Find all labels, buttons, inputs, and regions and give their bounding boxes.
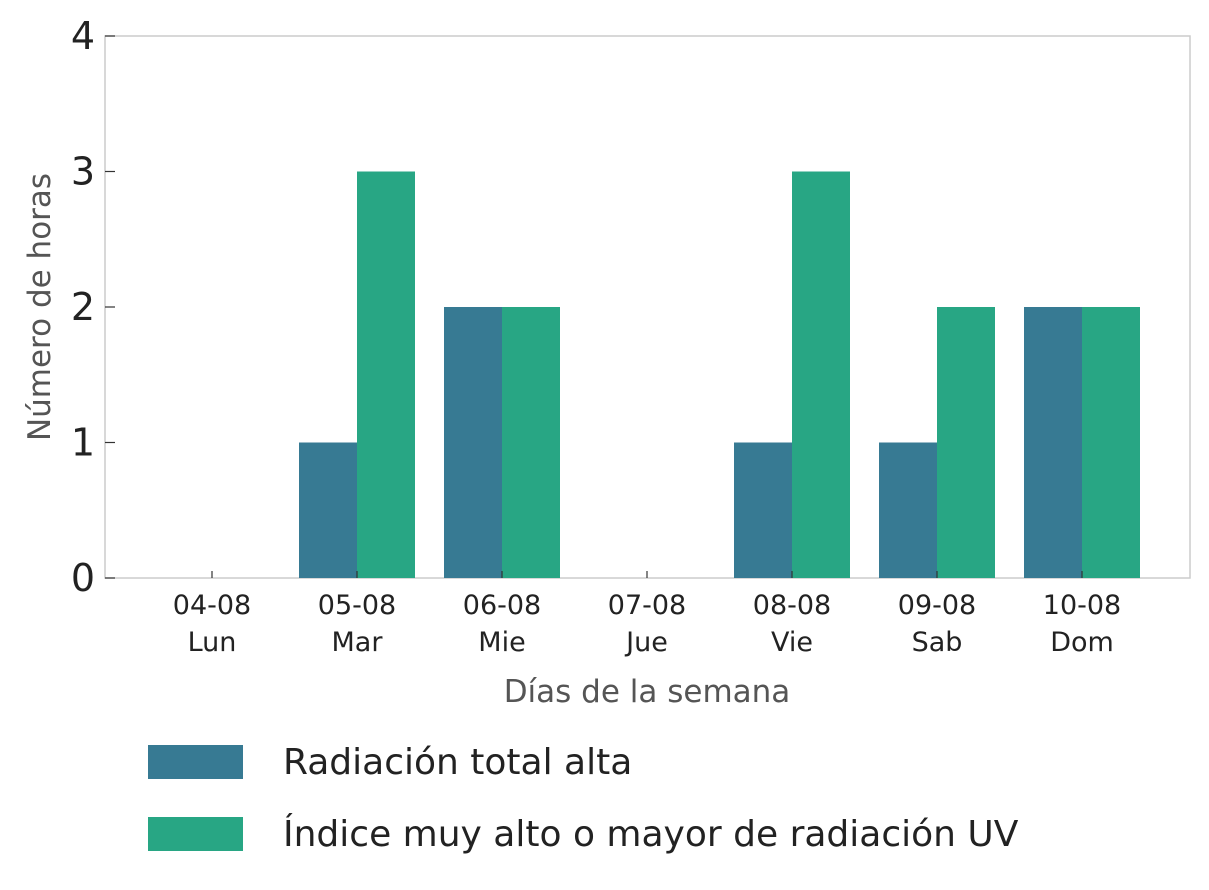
x-tick-label-date: 08-08 [753,590,831,621]
x-tick-label-day: Vie [771,627,813,658]
x-tick-label-day: Mar [332,627,384,658]
bar-indice-uv-08-08 [792,171,850,578]
bar-indice-uv-09-08 [937,307,995,578]
x-axis: 04-08 Lun 05-08 Mar 06-08 Mie 07-08 Jue 08-08 Vie… [173,571,1121,658]
x-tick-label-day: Dom [1050,627,1114,658]
legend-item-radiacion-total: Radiación total alta [148,726,1018,798]
x-tick-label-date: 06-08 [463,590,541,621]
legend-label-indice-uv: Índice muy alto o mayor de radiación UV [283,813,1019,855]
legend-swatch-radiacion-total [148,745,243,779]
y-axis: 0 1 2 3 4 [71,14,115,600]
y-tick-label: 3 [71,150,95,194]
legend-item-indice-uv: Índice muy alto o mayor de radiación UV [148,798,1018,870]
y-axis-label: Número de horas [22,173,58,441]
x-tick-label-date: 09-08 [898,590,976,621]
y-tick-label: 2 [71,285,95,329]
bar-indice-uv-05-08 [357,171,415,578]
legend-swatch-indice-uv [148,817,243,851]
bar-indice-uv-06-08 [502,307,560,578]
legend: Radiación total alta Índice muy alto o m… [148,726,1018,870]
x-tick-label-day: Lun [188,627,237,658]
x-tick-label-day: Sab [912,627,963,658]
bar-radiacion-total-08-08 [734,442,792,578]
x-tick-label-day: Jue [624,627,668,658]
x-tick-label-date: 07-08 [608,590,686,621]
y-tick-label: 1 [71,421,95,465]
bar-radiacion-total-09-08 [879,442,937,578]
y-tick-label: 0 [71,556,95,600]
y-tick-label: 4 [71,14,95,58]
bar-radiacion-total-06-08 [444,307,502,578]
x-axis-label: Días de la semana [504,674,791,710]
bar-radiacion-total-05-08 [299,442,357,578]
x-tick-label-date: 04-08 [173,590,251,621]
x-tick-label-date: 10-08 [1043,590,1121,621]
legend-label-radiacion-total: Radiación total alta [283,741,633,783]
x-tick-label-day: Mie [478,627,525,658]
bars-layer [299,171,1140,578]
x-tick-label-date: 05-08 [318,590,396,621]
bar-indice-uv-10-08 [1082,307,1140,578]
bar-radiacion-total-10-08 [1024,307,1082,578]
